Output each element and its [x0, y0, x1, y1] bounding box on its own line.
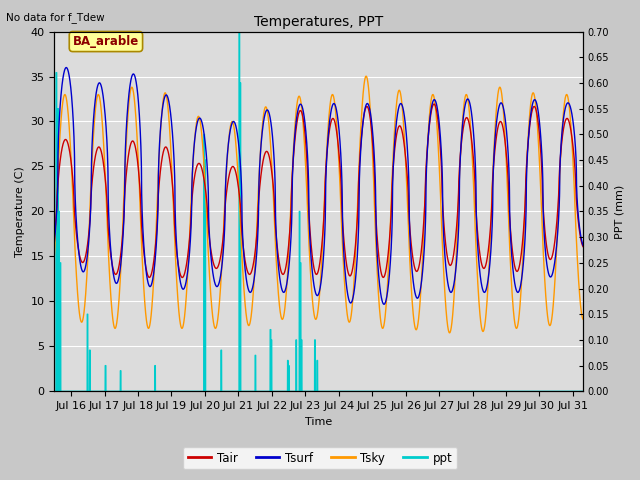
X-axis label: Time: Time	[305, 417, 332, 427]
Legend: Tair, Tsurf, Tsky, ppt: Tair, Tsurf, Tsky, ppt	[183, 447, 457, 469]
Y-axis label: Temperature (C): Temperature (C)	[15, 166, 25, 257]
Text: BA_arable: BA_arable	[73, 35, 139, 48]
Text: No data for f_Tdew: No data for f_Tdew	[6, 12, 105, 23]
Title: Temperatures, PPT: Temperatures, PPT	[254, 15, 383, 29]
Y-axis label: PPT (mm): PPT (mm)	[615, 184, 625, 239]
